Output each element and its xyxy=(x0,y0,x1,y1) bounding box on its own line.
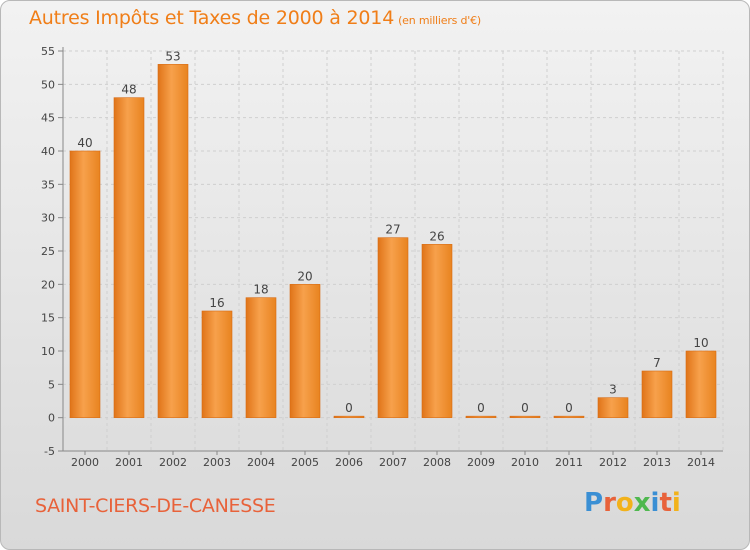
data-label: 20 xyxy=(297,269,312,283)
data-label: 10 xyxy=(693,336,708,350)
chart-title-text: Autres Impôts et Taxes de 2000 à 2014 xyxy=(29,7,395,29)
chart-title: Autres Impôts et Taxes de 2000 à 2014 (en… xyxy=(29,7,481,29)
logo-letter: r xyxy=(603,488,616,518)
data-label: 18 xyxy=(253,283,268,297)
x-tick-label: 2008 xyxy=(423,456,451,469)
y-tick-label: 10 xyxy=(41,345,55,358)
x-tick-label: 2014 xyxy=(687,456,715,469)
y-tick-label: 55 xyxy=(41,45,55,58)
bar xyxy=(377,237,409,418)
data-label: 27 xyxy=(385,223,400,237)
y-tick-label: 0 xyxy=(48,412,55,425)
data-label: 0 xyxy=(565,401,573,415)
data-label: 16 xyxy=(209,296,224,310)
x-tick-label: 2007 xyxy=(379,456,407,469)
x-tick-label: 2003 xyxy=(203,456,231,469)
data-label: 3 xyxy=(609,383,617,397)
bar xyxy=(113,97,145,418)
data-label: 0 xyxy=(345,401,353,415)
y-tick-label: 15 xyxy=(41,312,55,325)
data-label: 40 xyxy=(77,136,92,150)
y-tick-label: 20 xyxy=(41,278,55,291)
place-name: SAINT-CIERS-DE-CANESSE xyxy=(35,495,276,517)
x-tick-label: 2011 xyxy=(555,456,583,469)
data-label: 0 xyxy=(521,401,529,415)
y-tick-label: 35 xyxy=(41,178,55,191)
x-tick-label: 2002 xyxy=(159,456,187,469)
logo-letter: i xyxy=(671,488,681,518)
bar xyxy=(201,310,233,418)
bar xyxy=(641,370,673,418)
y-tick-label: 30 xyxy=(41,212,55,225)
x-tick-label: 2013 xyxy=(643,456,671,469)
bar xyxy=(333,415,365,418)
chart-subtitle: (en milliers d'€) xyxy=(398,14,481,27)
data-label: 53 xyxy=(165,49,180,63)
y-tick-label: 5 xyxy=(48,378,55,391)
x-tick-label: 2012 xyxy=(599,456,627,469)
data-label: 7 xyxy=(653,356,661,370)
bar xyxy=(69,150,101,418)
bar xyxy=(597,397,629,418)
x-tick-label: 2009 xyxy=(467,456,495,469)
y-tick-label: 45 xyxy=(41,112,55,125)
y-tick-label: 25 xyxy=(41,245,55,258)
data-label: 26 xyxy=(429,229,444,243)
logo-letter: P xyxy=(584,488,604,518)
x-tick-label: 2005 xyxy=(291,456,319,469)
logo-letter: o xyxy=(615,488,634,518)
bar xyxy=(685,350,717,418)
x-tick-label: 2010 xyxy=(511,456,539,469)
y-tick-label: 40 xyxy=(41,145,55,158)
bar xyxy=(553,415,585,418)
bar xyxy=(289,284,321,418)
logo-letter: i xyxy=(650,488,660,518)
data-label: 0 xyxy=(477,401,485,415)
y-tick-label: 50 xyxy=(41,78,55,91)
bar xyxy=(157,64,189,418)
logo-letter: x xyxy=(633,488,651,518)
x-tick-label: 2004 xyxy=(247,456,275,469)
x-tick-label: 2001 xyxy=(115,456,143,469)
bar xyxy=(465,415,497,418)
data-label: 48 xyxy=(121,83,136,97)
bar xyxy=(245,297,277,418)
x-tick-label: 2000 xyxy=(71,456,99,469)
logo-letter: t xyxy=(659,488,672,518)
proxiti-logo: Proxiti xyxy=(584,488,681,518)
x-tick-label: 2006 xyxy=(335,456,363,469)
bar xyxy=(421,244,453,418)
y-tick-label: -5 xyxy=(44,445,55,458)
bar xyxy=(509,415,541,418)
